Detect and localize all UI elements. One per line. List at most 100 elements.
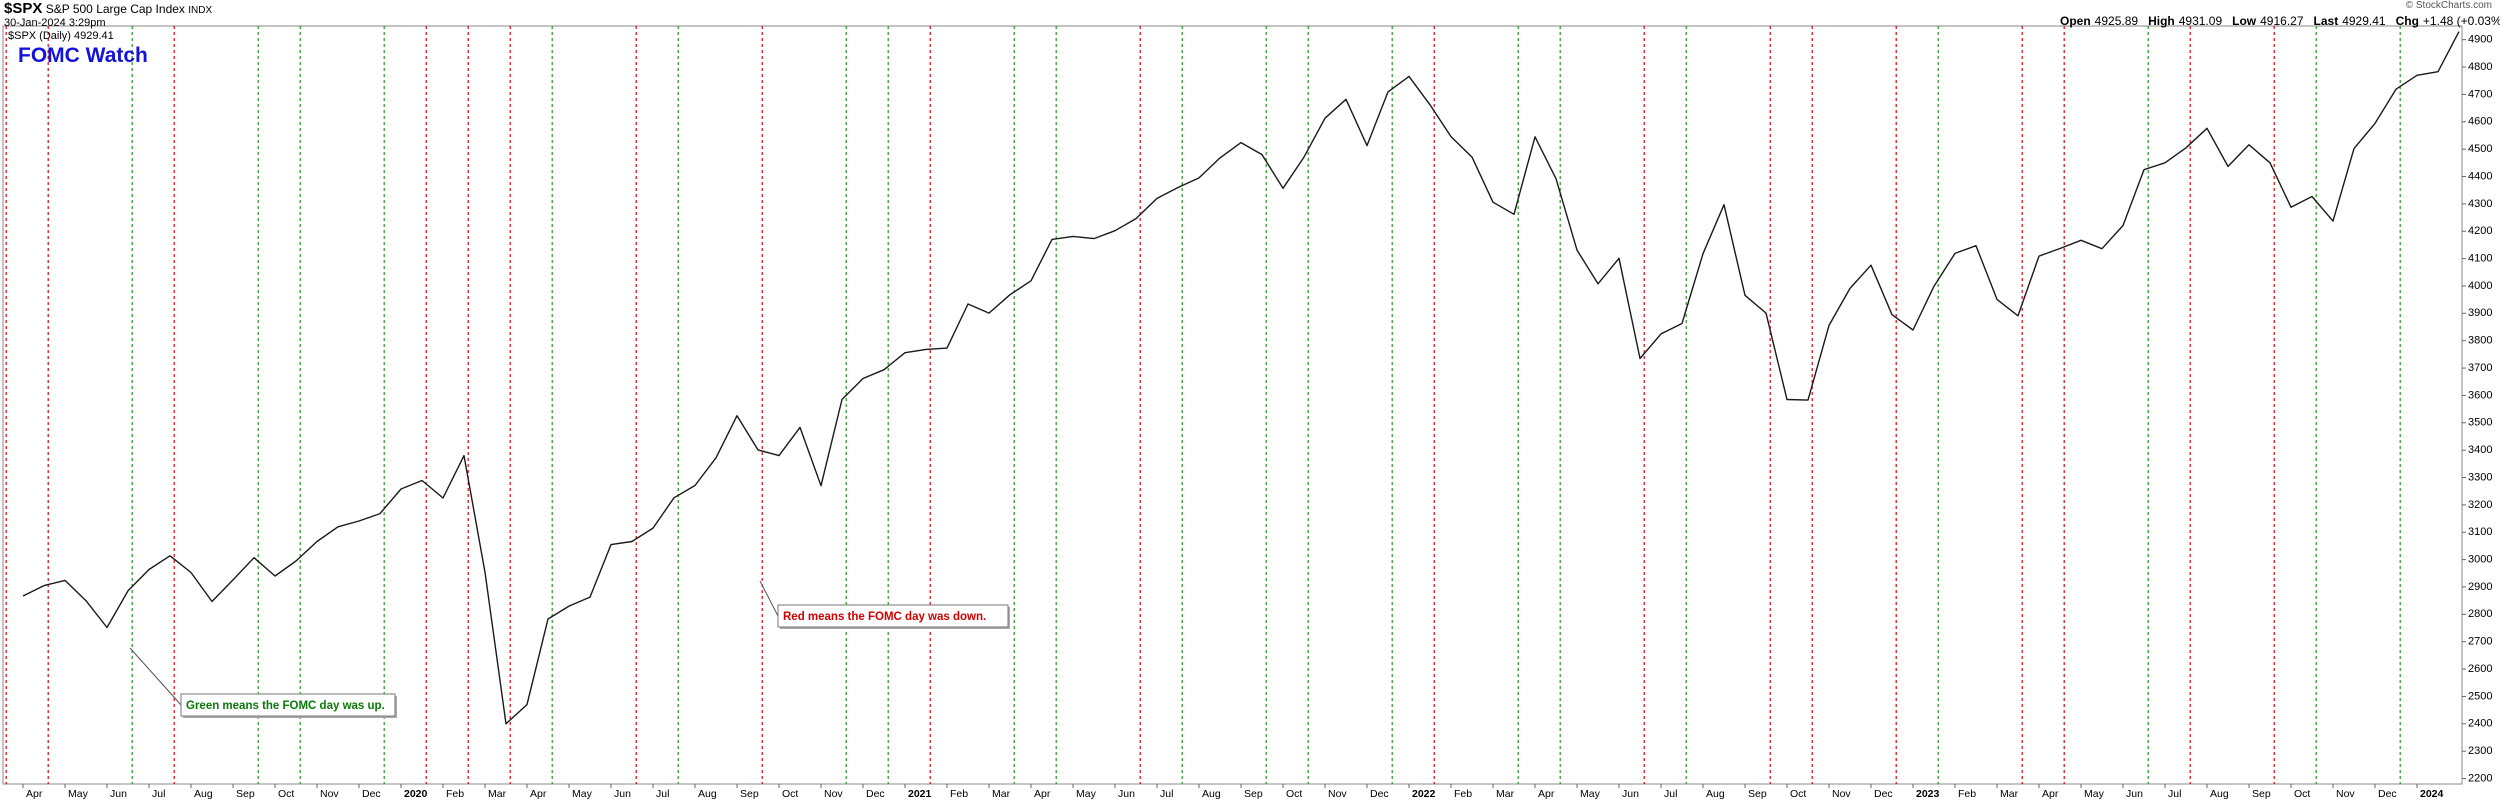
annotation-box: [777, 604, 1009, 628]
x-tick-label: Mar: [2000, 788, 2019, 800]
x-tick-label: Nov: [824, 788, 843, 800]
y-tick-label: 3900: [2468, 307, 2492, 319]
x-tick-label: May: [68, 788, 89, 800]
x-tick-label: Jun: [1118, 788, 1135, 800]
symbol-line: $SPX S&P 500 Large Cap Index INDX: [4, 0, 212, 17]
y-tick-label: 4900: [2468, 34, 2492, 46]
y-tick-label: 3700: [2468, 362, 2492, 374]
x-tick-label: Oct: [782, 788, 798, 800]
y-tick-label: 3200: [2468, 499, 2492, 511]
y-tick-label: 2600: [2468, 663, 2492, 675]
x-tick-label: 2024: [2420, 788, 2444, 800]
x-tick-label: Apr: [2042, 788, 2059, 800]
y-tick-label: 2900: [2468, 581, 2492, 593]
x-tick-label: Mar: [992, 788, 1011, 800]
x-tick-label: Feb: [1454, 788, 1472, 800]
x-tick-label: Oct: [1286, 788, 1302, 800]
x-tick-label: Apr: [530, 788, 547, 800]
price-line: [22, 31, 2460, 725]
y-tick-label: 4300: [2468, 198, 2492, 210]
y-tick-label: 3100: [2468, 526, 2492, 538]
x-tick-label: Mar: [1496, 788, 1515, 800]
x-tick-label: 2020: [404, 788, 428, 800]
x-tick-label: Feb: [950, 788, 968, 800]
x-tick-label: Aug: [1202, 788, 1221, 800]
y-tick-label: 4700: [2468, 88, 2492, 100]
timestamp: 30-Jan-2024 3:29pm: [4, 17, 106, 29]
exchange: INDX: [188, 5, 213, 16]
annotation-arrow: [129, 647, 182, 706]
x-tick-label: Apr: [1538, 788, 1555, 800]
x-tick-label: Aug: [1706, 788, 1725, 800]
y-tick-label: 4800: [2468, 61, 2492, 73]
x-tick-label: May: [1580, 788, 1601, 800]
x-tick-label: Dec: [866, 788, 885, 800]
x-tick-label: Dec: [1874, 788, 1893, 800]
index-name: S&P 500 Large Cap Index: [45, 2, 185, 16]
quote-value: 4925.89: [2094, 14, 2139, 28]
x-tick-label: Apr: [26, 788, 43, 800]
x-tick-label: Aug: [2210, 788, 2229, 800]
x-tick-label: Nov: [1832, 788, 1851, 800]
x-tick-label: Sep: [1244, 788, 1263, 800]
x-tick-label: Dec: [1370, 788, 1389, 800]
x-tick-label: Sep: [1748, 788, 1767, 800]
x-tick-label: Feb: [446, 788, 464, 800]
x-tick-label: Oct: [278, 788, 294, 800]
y-tick-label: 4600: [2468, 116, 2492, 128]
x-tick-label: Jul: [2168, 788, 2181, 800]
x-tick-label: Jun: [2126, 788, 2143, 800]
quote-value: 4929.41: [2342, 14, 2386, 28]
quote-value: 4931.09: [2178, 14, 2223, 28]
x-tick-label: Oct: [1790, 788, 1806, 800]
x-tick-label: Jul: [152, 788, 165, 800]
x-tick-label: Feb: [1958, 788, 1976, 800]
x-tick-label: Jul: [1664, 788, 1677, 800]
x-tick-label: Jul: [1160, 788, 1173, 800]
x-tick-label: Nov: [320, 788, 339, 800]
x-tick-label: May: [572, 788, 593, 800]
y-tick-label: 2200: [2468, 772, 2492, 784]
x-tick-label: May: [2084, 788, 2105, 800]
y-tick-label: 4100: [2468, 253, 2492, 265]
x-tick-label: Aug: [194, 788, 213, 800]
quote-label: Chg: [2395, 14, 2419, 28]
plot-frame: [2, 25, 2463, 785]
x-tick-label: Oct: [2294, 788, 2310, 800]
y-tick-label: 3000: [2468, 554, 2492, 566]
quote-label: Last: [2313, 14, 2339, 28]
quote-bar: Open 4925.89 High 4931.09 Low 4916.27 Last 4929…: [2060, 14, 2500, 28]
quote-value: 4916.27: [2260, 14, 2304, 28]
x-tick-label: May: [1076, 788, 1097, 800]
annotation-text: Green means the FOMC day was up.: [186, 700, 385, 712]
x-tick-label: Jul: [656, 788, 669, 800]
quote-label: High: [2148, 14, 2175, 28]
x-tick-label: Dec: [2378, 788, 2397, 800]
y-tick-label: 2700: [2468, 636, 2492, 648]
y-tick-label: 4400: [2468, 170, 2492, 182]
x-tick-label: 2023: [1916, 788, 1940, 800]
quote-label: Low: [2232, 14, 2257, 28]
x-tick-label: Apr: [1034, 788, 1051, 800]
y-tick-label: 4500: [2468, 143, 2492, 155]
y-tick-label: 4000: [2468, 280, 2492, 292]
x-tick-label: Aug: [698, 788, 717, 800]
y-tick-label: 2500: [2468, 690, 2492, 702]
annotation-box: [180, 693, 396, 717]
annotation-arrow: [759, 580, 779, 617]
quote-value: +1.48 (+0.03%): [2422, 14, 2500, 28]
y-tick-label: 2400: [2468, 718, 2492, 730]
symbol: $SPX: [4, 0, 43, 17]
y-tick-label: 2800: [2468, 608, 2492, 620]
y-tick-label: 3800: [2468, 335, 2492, 347]
series-label: $SPX (Daily) 4929.41: [8, 30, 114, 42]
x-tick-label: Jun: [110, 788, 127, 800]
x-tick-label: 2022: [1412, 788, 1436, 800]
y-tick-label: 2300: [2468, 745, 2492, 757]
x-tick-label: Sep: [2252, 788, 2271, 800]
x-tick-label: Jun: [614, 788, 631, 800]
quote-label: Open: [2060, 14, 2091, 28]
x-tick-label: Sep: [740, 788, 759, 800]
x-tick-label: 2021: [908, 788, 932, 800]
